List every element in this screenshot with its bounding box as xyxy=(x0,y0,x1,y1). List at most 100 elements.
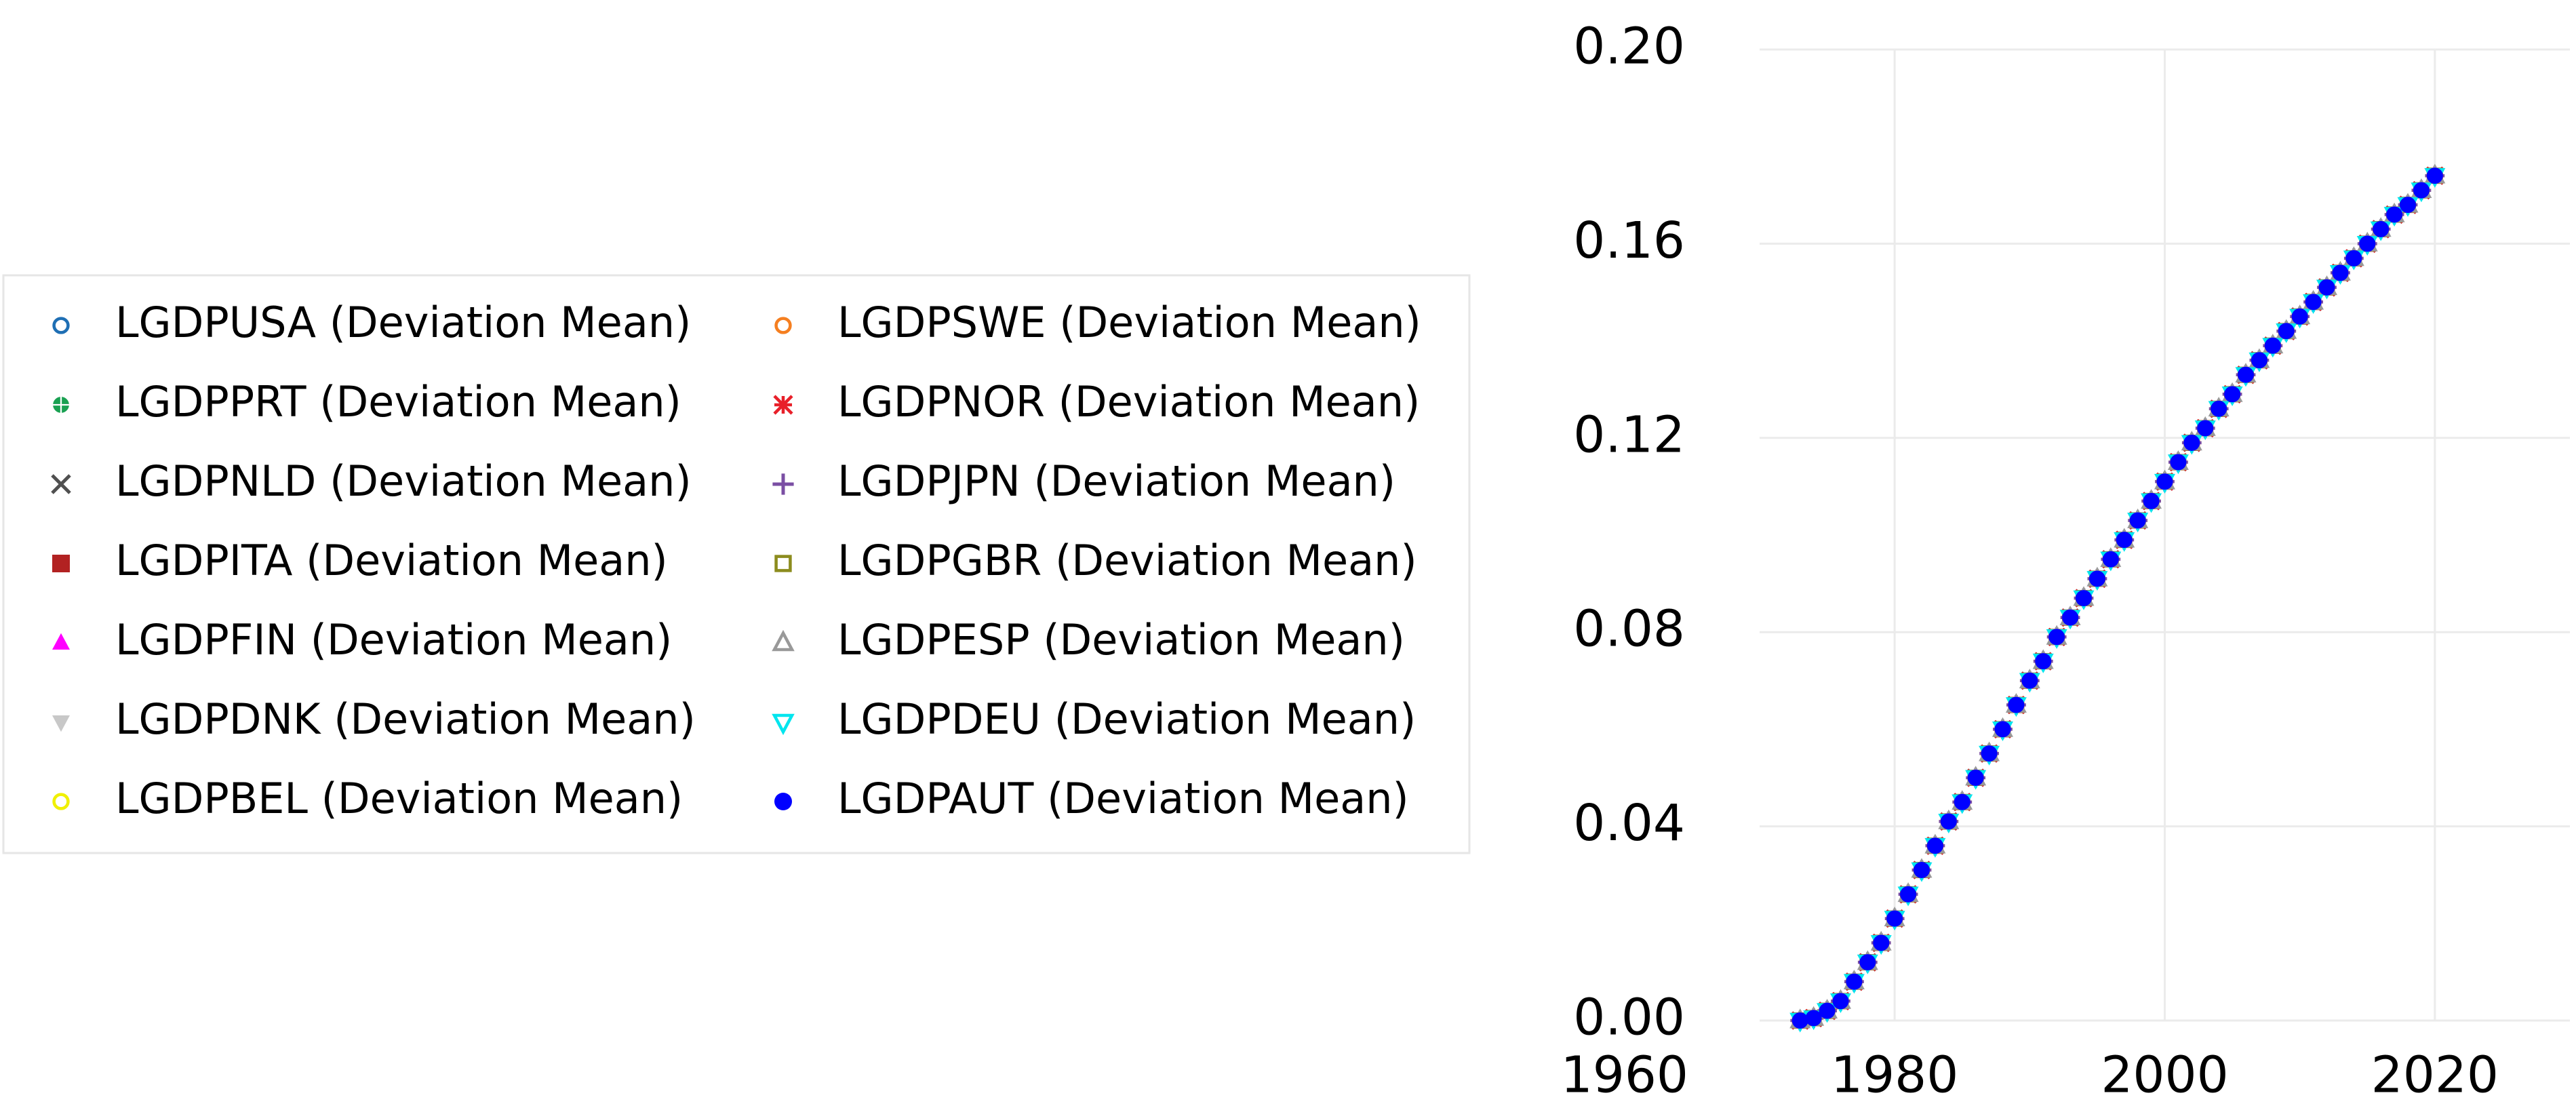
x-tick-label: 1960 xyxy=(1561,1046,1688,1105)
legend-marker xyxy=(51,395,71,415)
series xyxy=(1792,167,2443,1029)
point xyxy=(2170,454,2187,471)
legend-marker xyxy=(52,555,70,572)
point xyxy=(2278,323,2295,340)
point xyxy=(2386,206,2403,223)
legend-label: LGDPITA (Deviation Mean) xyxy=(115,536,668,585)
point xyxy=(2238,366,2254,383)
legend-marker xyxy=(772,713,795,736)
legend-label: LGDPNOR (Deviation Mean) xyxy=(837,377,1420,427)
y-tick-label: 0.20 xyxy=(1573,18,1685,76)
point xyxy=(1981,745,1998,762)
legend-label: LGDPGBR (Deviation Mean) xyxy=(837,536,1417,585)
legend-label: LGDPPRT (Deviation Mean) xyxy=(115,377,681,427)
point xyxy=(2102,551,2119,568)
y-tick-label: 0.04 xyxy=(1573,794,1685,852)
point xyxy=(1967,770,1984,786)
point xyxy=(2413,182,2430,199)
point xyxy=(2076,590,2092,607)
legend-label: LGDPUSA (Deviation Mean) xyxy=(115,298,691,347)
point xyxy=(1832,993,1849,1010)
point xyxy=(2048,629,2065,646)
point xyxy=(2359,235,2376,252)
point xyxy=(2156,473,2173,490)
legend-label: LGDPJPN (Deviation Mean) xyxy=(837,456,1395,506)
point xyxy=(2305,294,2322,311)
point xyxy=(2373,220,2390,237)
legend-marker xyxy=(774,555,792,572)
series xyxy=(1790,165,2445,1031)
legend-marker xyxy=(774,793,792,810)
y-tick-label: 0.08 xyxy=(1573,600,1685,658)
series xyxy=(1791,167,2443,1029)
point xyxy=(1859,954,1876,971)
point xyxy=(2143,492,2160,509)
legend-marker xyxy=(52,633,70,650)
point xyxy=(2345,250,2362,266)
point xyxy=(2062,609,2079,626)
point xyxy=(2426,167,2443,184)
legend-label: LGDPFIN (Deviation Mean) xyxy=(115,615,672,665)
series xyxy=(1789,163,2446,1029)
point xyxy=(2129,512,2146,529)
legend-box xyxy=(2,274,1471,854)
legend-marker xyxy=(52,715,70,732)
point xyxy=(2264,337,2281,354)
point xyxy=(1940,813,1957,830)
legend-label: LGDPSWE (Deviation Mean) xyxy=(837,298,1421,347)
point xyxy=(1900,886,1917,903)
point xyxy=(2400,197,2416,214)
series xyxy=(1791,166,2443,1027)
y-tick-label: 0.12 xyxy=(1573,405,1685,464)
legend-label: LGDPNLD (Deviation Mean) xyxy=(115,456,692,506)
series xyxy=(1791,166,2444,1030)
series xyxy=(1792,167,2443,1029)
point xyxy=(2008,696,2025,713)
point xyxy=(1846,973,1863,990)
point xyxy=(1805,1010,1822,1027)
series xyxy=(1791,166,2444,1030)
legend-label: LGDPDNK (Deviation Mean) xyxy=(115,694,696,744)
x-tick-label: 2020 xyxy=(2371,1046,2499,1105)
series xyxy=(1791,167,2444,1030)
point xyxy=(2211,400,2227,417)
legend-label: LGDPAUT (Deviation Mean) xyxy=(837,774,1409,823)
x-tick-label: 1980 xyxy=(1831,1046,1958,1105)
point xyxy=(2332,264,2349,281)
point xyxy=(2088,570,2105,587)
point xyxy=(2035,653,2052,670)
legend-marker xyxy=(772,473,794,495)
legend-marker xyxy=(52,793,70,810)
x-tick-label: 2000 xyxy=(2101,1046,2228,1105)
point xyxy=(2291,308,2308,325)
point xyxy=(2197,420,2214,437)
point xyxy=(2183,434,2200,451)
series xyxy=(1791,167,2443,1029)
legend-marker xyxy=(52,317,70,334)
point xyxy=(1994,721,2011,738)
y-tick-label: 0.16 xyxy=(1573,212,1685,270)
point xyxy=(1926,837,1943,854)
point xyxy=(2251,352,2267,369)
series xyxy=(1792,167,2443,1029)
legend-marker xyxy=(51,474,71,494)
legend-label: LGDPDEU (Deviation Mean) xyxy=(837,694,1416,744)
y-tick-label: 0.00 xyxy=(1573,989,1685,1047)
point xyxy=(2224,386,2241,403)
point xyxy=(1791,1012,1808,1029)
point xyxy=(2021,672,2038,689)
series xyxy=(1791,169,2443,1030)
legend-label: LGDPESP (Deviation Mean) xyxy=(837,615,1405,665)
series xyxy=(1789,167,2446,1033)
point xyxy=(1886,910,1903,927)
point xyxy=(1873,934,1890,951)
legend-marker xyxy=(773,395,793,415)
point xyxy=(2116,532,2133,549)
legend-marker xyxy=(774,317,792,334)
series xyxy=(1792,167,2443,1029)
legend-label: LGDPBEL (Deviation Mean) xyxy=(115,774,683,823)
legend-marker xyxy=(772,629,795,652)
point xyxy=(1954,793,1970,810)
